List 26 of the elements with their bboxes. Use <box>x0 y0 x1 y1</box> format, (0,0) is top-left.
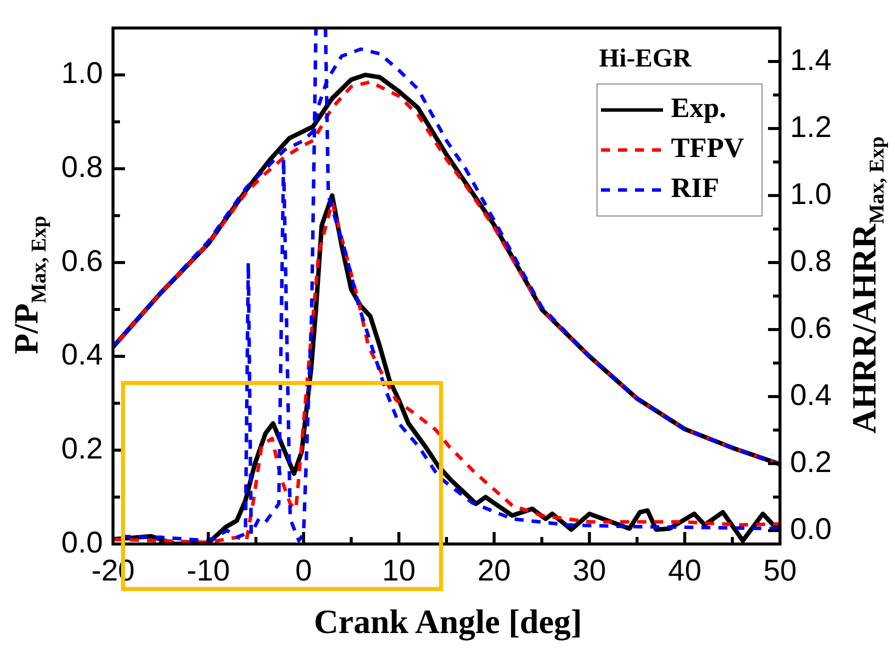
x-axis-title: Crank Angle [deg] <box>314 604 582 642</box>
y-tick-label: 0.2 <box>61 432 103 466</box>
legend-label: Exp. <box>671 93 726 124</box>
x-tick-label: -10 <box>186 554 230 588</box>
y2-tick-label: 0.4 <box>790 378 832 412</box>
y2-tick-label: 0.0 <box>790 512 832 546</box>
y2-tick-label: 0.8 <box>790 244 832 278</box>
y-tick-label: 0.4 <box>61 338 103 372</box>
x-tick-label: 50 <box>763 554 797 588</box>
y-tick-label: 0.8 <box>61 150 103 184</box>
x-tick-label: 10 <box>382 554 416 588</box>
x-tick-label: 30 <box>572 554 606 588</box>
y2-tick-label: 1.0 <box>790 178 832 211</box>
y-tick-label: 0.6 <box>61 244 103 278</box>
y2-tick-label: 0.2 <box>790 446 832 479</box>
legend-label: RIF <box>671 173 720 204</box>
y2-tick-label: 1.4 <box>790 44 832 77</box>
y-tick-label: 1.0 <box>61 57 103 90</box>
legend-title: Hi-EGR <box>599 44 692 73</box>
legend-label: TFPV <box>671 133 744 164</box>
y2-tick-label: 1.2 <box>790 110 832 144</box>
x-tick-label: 40 <box>668 554 702 588</box>
y-tick-label: 0.0 <box>61 526 103 560</box>
x-tick-label: 0 <box>295 554 312 588</box>
x-tick-label: 20 <box>477 554 511 588</box>
y2-tick-label: 0.6 <box>790 312 832 345</box>
